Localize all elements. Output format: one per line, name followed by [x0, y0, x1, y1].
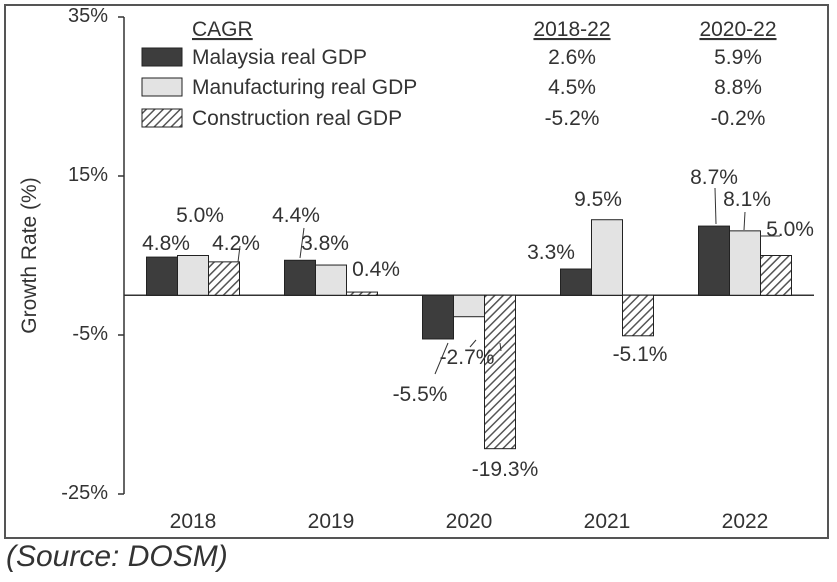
data-label: -5.1%: [613, 343, 668, 366]
bar-malaysia-real-gdp: [422, 294, 454, 340]
x-tick-label: 2022: [722, 510, 769, 533]
data-label: 4.8%: [142, 232, 190, 255]
bars: [146, 219, 792, 450]
leader-line: [743, 211, 746, 231]
bar-manufacturing-real-gdp: [591, 219, 623, 296]
legend-swatch: [141, 108, 183, 128]
data-label: 8.1%: [723, 188, 771, 211]
leader-line: [714, 187, 717, 225]
leader-line: [299, 227, 305, 259]
legend-cagr-value: -0.2%: [711, 107, 766, 130]
data-label: 5.0%: [176, 204, 224, 227]
legend-cagr-value: 8.8%: [714, 76, 762, 99]
legend-swatch: [141, 77, 183, 97]
chart-frame: [4, 4, 829, 539]
data-label: -5.5%: [393, 383, 448, 406]
legend-label: Construction real GDP: [192, 107, 402, 130]
bar-manufacturing-real-gdp: [453, 294, 485, 318]
data-label: 4.2%: [212, 232, 260, 255]
data-label: 8.7%: [690, 166, 738, 189]
y-tick-label: 35%: [68, 5, 108, 27]
data-label: -19.3%: [472, 458, 539, 481]
legend-cagr-value: 5.9%: [714, 46, 762, 69]
legend-cagr-value: -5.2%: [545, 107, 600, 130]
bar-labels: 4.8% 5.0% 4.2% 4.4% 3.8%0.4% -5.5% -2.7% -19.3%…: [142, 166, 814, 481]
leader-line: [237, 245, 241, 263]
leader-line: [499, 342, 502, 352]
growth-rate-bar-chart: 35% 15% -5% -25% Growth Rate (%) 2018 2019 2020…: [18, 5, 814, 533]
y-tick-label: -25%: [61, 482, 108, 504]
bar-construction-real-gdp: [760, 255, 792, 296]
data-label: 3.3%: [527, 241, 575, 264]
bar-malaysia-real-gdp: [284, 259, 316, 296]
bar-malaysia-real-gdp: [146, 256, 178, 296]
bar-manufacturing-real-gdp: [177, 255, 209, 296]
legend-label: Malaysia real GDP: [192, 46, 367, 69]
bar-construction-real-gdp: [346, 291, 378, 296]
data-label: 3.8%: [301, 232, 349, 255]
legend: CAGR 2018-22 2020-22 Malaysia real GDP 2.6% 5…: [141, 18, 777, 130]
y-axis-title: Growth Rate (%): [18, 177, 41, 333]
legend-column-header: 2018-22: [533, 18, 610, 41]
data-label: 4.4%: [272, 204, 320, 227]
leader-line: [469, 339, 477, 348]
x-tick-label: 2019: [308, 510, 355, 533]
leader-line: [434, 342, 449, 375]
legend-cagr-value: 4.5%: [548, 76, 596, 99]
data-label: -2.7%: [440, 346, 495, 369]
x-tick-label: 2018: [170, 510, 217, 533]
bar-manufacturing-real-gdp: [315, 264, 347, 296]
data-label: 9.5%: [574, 188, 622, 211]
bar-construction-real-gdp: [208, 261, 240, 296]
bar-construction-real-gdp: [484, 294, 516, 450]
x-tick-label: 2020: [446, 510, 493, 533]
bar-malaysia-real-gdp: [698, 225, 730, 296]
legend-header: CAGR: [192, 18, 253, 41]
y-tick-label: -5%: [72, 323, 108, 345]
data-label: 0.4%: [352, 258, 400, 281]
legend-cagr-value: 2.6%: [548, 46, 596, 69]
x-tick-label: 2021: [584, 510, 631, 533]
source-note: (Source: DOSM): [6, 540, 228, 573]
data-label: 5.0%: [766, 218, 814, 241]
bar-manufacturing-real-gdp: [729, 230, 761, 296]
y-tick-label: 15%: [68, 164, 108, 186]
legend-swatch: [141, 47, 183, 67]
legend-column-header: 2020-22: [699, 18, 776, 41]
legend-label: Manufacturing real GDP: [192, 76, 417, 99]
bar-construction-real-gdp: [622, 294, 654, 337]
bar-malaysia-real-gdp: [560, 268, 592, 296]
